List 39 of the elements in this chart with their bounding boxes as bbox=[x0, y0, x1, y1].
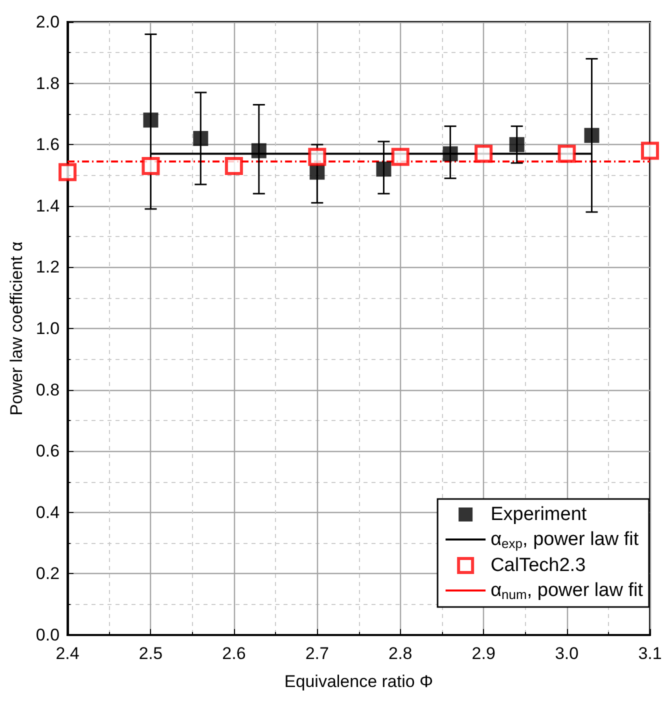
point bbox=[142, 157, 160, 176]
y-tick-label: 1.6 bbox=[36, 135, 60, 154]
y-tick-label: 1.8 bbox=[36, 74, 60, 93]
x-tick-label: 2.8 bbox=[388, 644, 412, 663]
y-tick-label: 0.8 bbox=[36, 380, 60, 400]
y-tick-label: 2.0 bbox=[36, 12, 60, 32]
point bbox=[442, 146, 458, 162]
y-tick-label: 0.0 bbox=[36, 626, 60, 644]
y-tick-label: 0.4 bbox=[36, 502, 60, 522]
y-tick-label: 1.2 bbox=[36, 258, 60, 277]
x-tick-label: 2.4 bbox=[56, 644, 80, 663]
point bbox=[474, 144, 493, 163]
point bbox=[558, 144, 576, 163]
legend-label: Experiment bbox=[490, 504, 588, 525]
point bbox=[641, 142, 659, 160]
point bbox=[251, 143, 266, 158]
point bbox=[376, 162, 392, 177]
y-tick-label: 1.0 bbox=[36, 319, 60, 338]
point bbox=[584, 128, 600, 143]
x-tick-label: 2.7 bbox=[305, 644, 329, 663]
legend-label: CalTech2.3 bbox=[490, 555, 586, 576]
x-tick-label: 2.6 bbox=[222, 644, 246, 663]
x-tick-label: 3.0 bbox=[554, 644, 579, 663]
y-tick-label: 0.2 bbox=[36, 564, 60, 584]
y-axis-title: Power law coefficient α bbox=[7, 241, 26, 416]
y-tick-label: 0.6 bbox=[36, 442, 60, 461]
point bbox=[193, 130, 208, 146]
point bbox=[308, 148, 326, 166]
point bbox=[143, 112, 158, 128]
x-tick-label: 2.5 bbox=[138, 644, 163, 663]
x-axis-title: Equivalence ratio Φ bbox=[284, 672, 434, 691]
point bbox=[310, 164, 325, 180]
point bbox=[391, 148, 410, 166]
x-tick-label: 2.9 bbox=[472, 644, 496, 663]
x-tick-label: 3.1 bbox=[638, 644, 662, 663]
y-tick-label: 1.4 bbox=[36, 196, 60, 216]
point bbox=[224, 157, 243, 176]
point bbox=[509, 137, 524, 152]
point bbox=[58, 163, 77, 182]
